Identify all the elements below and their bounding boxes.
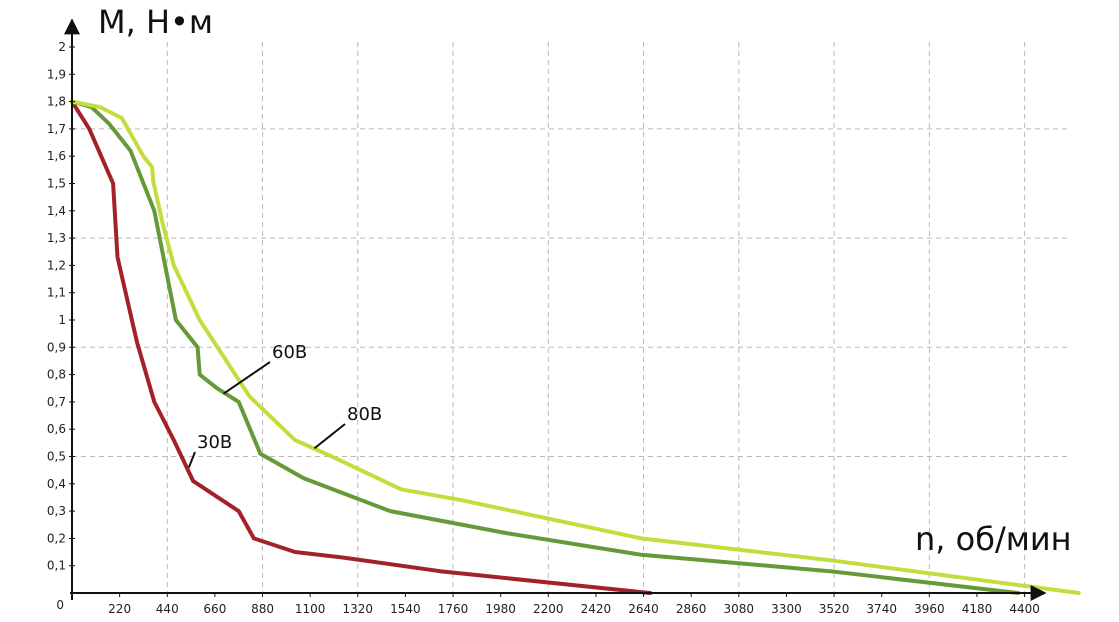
y-tick-label: 1,5 — [47, 177, 66, 191]
y-tick-label: 0,2 — [47, 531, 66, 545]
x-tick-label: 3960 — [914, 602, 945, 616]
leader-line-30В — [187, 451, 196, 468]
y-axis-title: M, Н•м — [98, 3, 213, 41]
series-label-80В: 80В — [347, 404, 382, 425]
x-tick-label: 2640 — [628, 602, 659, 616]
x-axis-title: n, об/мин — [915, 520, 1072, 558]
x-tick-label: 220 — [108, 602, 131, 616]
x-tick-label: 2860 — [676, 602, 707, 616]
y-tick-label: 0,7 — [47, 395, 66, 409]
x-tick-label: 880 — [251, 602, 274, 616]
y-tick-label: 2 — [58, 40, 66, 54]
y-tick-label: 1,6 — [47, 149, 66, 163]
x-tick-label: 660 — [203, 602, 226, 616]
x-tick-label: 1540 — [390, 602, 421, 616]
x-tick-label: 3080 — [724, 602, 755, 616]
y-tick-label: 0,6 — [47, 422, 66, 436]
series-labels: 60В 80В 30В — [187, 342, 382, 468]
grid — [72, 42, 1068, 593]
y-tick-label: 1,7 — [47, 122, 66, 136]
x-tick-label: 1100 — [295, 602, 326, 616]
series-label-60В: 60В — [272, 342, 307, 363]
leader-line-60В — [222, 361, 271, 395]
axes — [64, 18, 1047, 601]
y-tick-label: 1,2 — [47, 258, 66, 272]
x-tick-label: 2420 — [581, 602, 612, 616]
x-tick-label: 3300 — [771, 602, 802, 616]
y-tick-label: 1,3 — [47, 231, 66, 245]
x-tick-label: 2200 — [533, 602, 564, 616]
leader-line-80В — [313, 423, 346, 450]
y-tick-label: 0,9 — [47, 340, 66, 354]
y-tick-label: 0,8 — [47, 368, 66, 382]
x-tick-label: 3740 — [866, 602, 897, 616]
y-tick-label: 0,4 — [47, 477, 66, 491]
x-tick-label: 3520 — [819, 602, 850, 616]
x-tick-label: 1980 — [485, 602, 516, 616]
y-tick-label: 1,8 — [47, 95, 66, 109]
y-tick-label: 1,1 — [47, 286, 66, 300]
tick-labels: 220 440 660 880 1100 1320 1540 1760 1980 2200 2420… — [47, 40, 1040, 616]
y-tick-label: 0,1 — [47, 559, 66, 573]
y-tick-label: 1 — [58, 313, 66, 327]
origin-label: 0 — [56, 598, 64, 612]
y-tick-label: 1,4 — [47, 204, 66, 218]
series-line-60В — [70, 99, 1021, 595]
x-tick-label: 1320 — [343, 602, 374, 616]
x-tick-label: 4400 — [1009, 602, 1040, 616]
x-tick-label: 440 — [156, 602, 179, 616]
series-line-30В — [70, 99, 653, 595]
y-tick-label: 1,9 — [47, 67, 66, 81]
x-tick-label: 1760 — [438, 602, 469, 616]
y-tick-label: 0,3 — [47, 504, 66, 518]
series-line-80В — [70, 99, 1081, 595]
series-label-30В: 30В — [197, 432, 232, 453]
y-tick-label: 0,5 — [47, 450, 66, 464]
x-tick-label: 4180 — [962, 602, 993, 616]
series-layer — [70, 99, 1081, 595]
